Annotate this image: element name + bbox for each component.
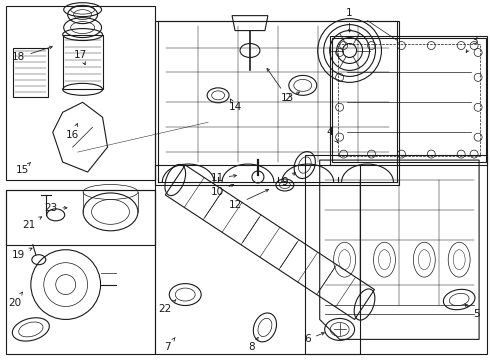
Text: 18: 18 [12, 46, 52, 63]
Text: 15: 15 [16, 162, 31, 175]
Text: 20: 20 [8, 292, 23, 307]
Text: 11: 11 [211, 173, 236, 183]
Text: 12: 12 [228, 189, 269, 210]
Bar [6, 190, 155, 245]
Text: 9: 9 [282, 172, 295, 187]
Text: 16: 16 [66, 123, 79, 140]
Text: 22: 22 [159, 300, 176, 315]
Text: 4: 4 [326, 127, 338, 143]
Bar [155, 165, 360, 354]
Text: 14: 14 [228, 99, 242, 112]
Bar [63, 35, 102, 89]
Bar [155, 21, 399, 185]
Text: 23: 23 [44, 203, 67, 213]
Bar [13, 48, 48, 97]
Text: 7: 7 [164, 338, 175, 352]
Bar [305, 155, 487, 354]
Bar [338, 44, 480, 156]
Text: 2: 2 [285, 92, 299, 103]
Text: 3: 3 [466, 36, 477, 53]
Bar [6, 6, 155, 180]
Bar [330, 36, 487, 165]
Bar [6, 190, 155, 354]
Text: 19: 19 [12, 248, 32, 260]
Text: 5: 5 [465, 304, 479, 319]
Text: 13: 13 [267, 68, 294, 103]
Text: 21: 21 [22, 217, 42, 230]
Text: 1: 1 [346, 8, 353, 32]
Text: 6: 6 [304, 333, 324, 345]
Text: 8: 8 [248, 337, 258, 352]
Text: 10: 10 [211, 184, 234, 197]
Bar [332, 37, 486, 162]
Text: 17: 17 [74, 50, 87, 65]
